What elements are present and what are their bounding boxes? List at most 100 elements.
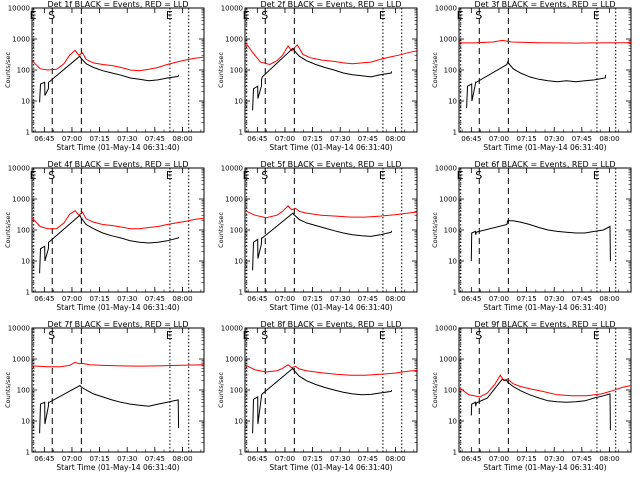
series-line — [470, 220, 611, 262]
x-tick-label: 08:00 — [599, 135, 619, 143]
x-tick-label: 08:00 — [385, 135, 405, 143]
x-tick-label: 07:45 — [358, 295, 378, 303]
plot-frame — [458, 7, 632, 133]
x-tick-label: 07:15 — [516, 135, 536, 143]
x-tick-label: 07:45 — [145, 135, 165, 143]
x-tick-label: 07:30 — [544, 295, 564, 303]
y-tick-label: 1000 — [225, 36, 243, 44]
panel-title: Det 4f BLACK = Events, RED = LLD — [47, 160, 188, 169]
time-marker-label: S — [475, 9, 482, 22]
y-tick-label: 1000 — [12, 196, 30, 204]
y-tick-label: 10000 — [8, 325, 30, 333]
y-tick-label: 100 — [230, 67, 243, 75]
time-marker-label: S — [261, 329, 268, 342]
x-axis-label: Start Time (01-May-14 06:31:40) — [269, 143, 392, 152]
x-tick-label: 07:45 — [358, 455, 378, 463]
x-tick-label: 06:45 — [34, 135, 54, 143]
detector-panel: Det 7f BLACK = Events, RED = LLD 1 10 100 10… — [4, 320, 205, 472]
y-tick-label: 100 — [230, 387, 243, 395]
time-marker-label: E — [166, 9, 173, 22]
panel-title: Det 2f BLACK = Events, RED = LLD — [260, 0, 401, 9]
x-tick-label: 07:00 — [489, 135, 509, 143]
x-tick-label: 07:45 — [358, 135, 378, 143]
x-tick-label: 08:00 — [172, 295, 192, 303]
y-tick-label: 1 — [26, 289, 30, 297]
panel-title: Det 3f BLACK = Events, RED = LLD — [474, 0, 615, 9]
y-tick-label: 1000 — [225, 196, 243, 204]
x-tick-label: 07:00 — [62, 135, 82, 143]
series-line — [244, 205, 418, 219]
x-axis-label: Start Time (01-May-14 06:31:40) — [269, 303, 392, 312]
x-tick-label: 08:00 — [172, 455, 192, 463]
series-line — [31, 210, 205, 230]
x-axis-label: Start Time (01-May-14 06:31:40) — [483, 463, 606, 472]
time-marker-label: E — [30, 9, 37, 22]
series-line — [39, 384, 180, 434]
y-axis-label: Counts/sec — [4, 372, 12, 408]
x-tick-label: 08:00 — [599, 455, 619, 463]
x-tick-label: 07:30 — [117, 295, 137, 303]
detector-panel: Det 9f BLACK = Events, RED = LLD 1 10 100 10… — [431, 320, 632, 472]
y-tick-label: 100 — [17, 227, 30, 235]
y-tick-label: 1000 — [439, 36, 457, 44]
y-tick-label: 10000 — [221, 325, 243, 333]
series-line — [252, 47, 393, 111]
time-marker-label: E — [593, 169, 600, 182]
x-tick-label: 08:00 — [385, 455, 405, 463]
time-marker-label: E — [243, 9, 250, 22]
x-tick-label: 07:30 — [330, 295, 350, 303]
y-tick-label: 1000 — [12, 356, 30, 364]
x-tick-label: 08:00 — [385, 295, 405, 303]
detector-panel: Det 6f BLACK = Events, RED = LLD 1 10 100 10… — [431, 160, 632, 312]
x-tick-label: 07:30 — [544, 455, 564, 463]
x-tick-label: 07:45 — [145, 295, 165, 303]
x-tick-label: 07:15 — [89, 295, 109, 303]
y-axis-label: Counts/sec — [4, 52, 12, 88]
y-tick-label: 10 — [234, 258, 243, 266]
x-tick-label: 07:15 — [302, 135, 322, 143]
y-tick-label: 100 — [230, 227, 243, 235]
x-tick-label: 07:00 — [275, 455, 295, 463]
y-tick-label: 1 — [453, 129, 457, 137]
x-tick-label: 07:15 — [516, 295, 536, 303]
x-axis-label: Start Time (01-May-14 06:31:40) — [269, 463, 392, 472]
x-tick-label: 06:45 — [461, 135, 481, 143]
x-tick-label: 07:45 — [572, 135, 592, 143]
y-tick-label: 10 — [234, 98, 243, 106]
x-tick-label: 08:00 — [599, 295, 619, 303]
series-line — [458, 374, 632, 398]
time-marker-label: S — [48, 9, 55, 22]
y-tick-label: 1 — [239, 289, 243, 297]
x-tick-label: 07:45 — [145, 455, 165, 463]
y-axis-label: Counts/sec — [217, 52, 225, 88]
x-tick-label: 07:15 — [302, 455, 322, 463]
y-axis-label: Counts/sec — [431, 212, 439, 248]
x-tick-label: 07:30 — [330, 455, 350, 463]
x-tick-label: 07:15 — [89, 455, 109, 463]
time-marker-label: E — [379, 329, 386, 342]
x-tick-label: 06:45 — [247, 135, 267, 143]
x-tick-label: 07:00 — [489, 295, 509, 303]
detector-panel: Det 4f BLACK = Events, RED = LLD 1 10 100 10… — [4, 160, 205, 312]
y-tick-label: 10000 — [435, 165, 457, 173]
x-tick-label: 07:15 — [302, 295, 322, 303]
time-marker-label: E — [379, 169, 386, 182]
y-tick-label: 10 — [448, 98, 457, 106]
y-tick-label: 10000 — [221, 165, 243, 173]
x-tick-label: 06:45 — [247, 295, 267, 303]
plot-frame — [244, 7, 418, 133]
series-line — [244, 41, 418, 66]
x-tick-label: 07:15 — [516, 455, 536, 463]
x-axis-label: Start Time (01-May-14 06:31:40) — [483, 303, 606, 312]
time-marker-label: E — [593, 9, 600, 22]
detector-panel: Det 3f BLACK = Events, RED = LLD 1 10 100 10… — [431, 0, 632, 152]
time-marker-label: E — [30, 169, 37, 182]
y-tick-label: 10000 — [8, 5, 30, 13]
series-line — [252, 367, 393, 434]
y-tick-label: 10 — [21, 418, 30, 426]
x-tick-label: 06:45 — [461, 295, 481, 303]
series-line — [39, 214, 180, 274]
y-tick-label: 1 — [26, 449, 30, 457]
